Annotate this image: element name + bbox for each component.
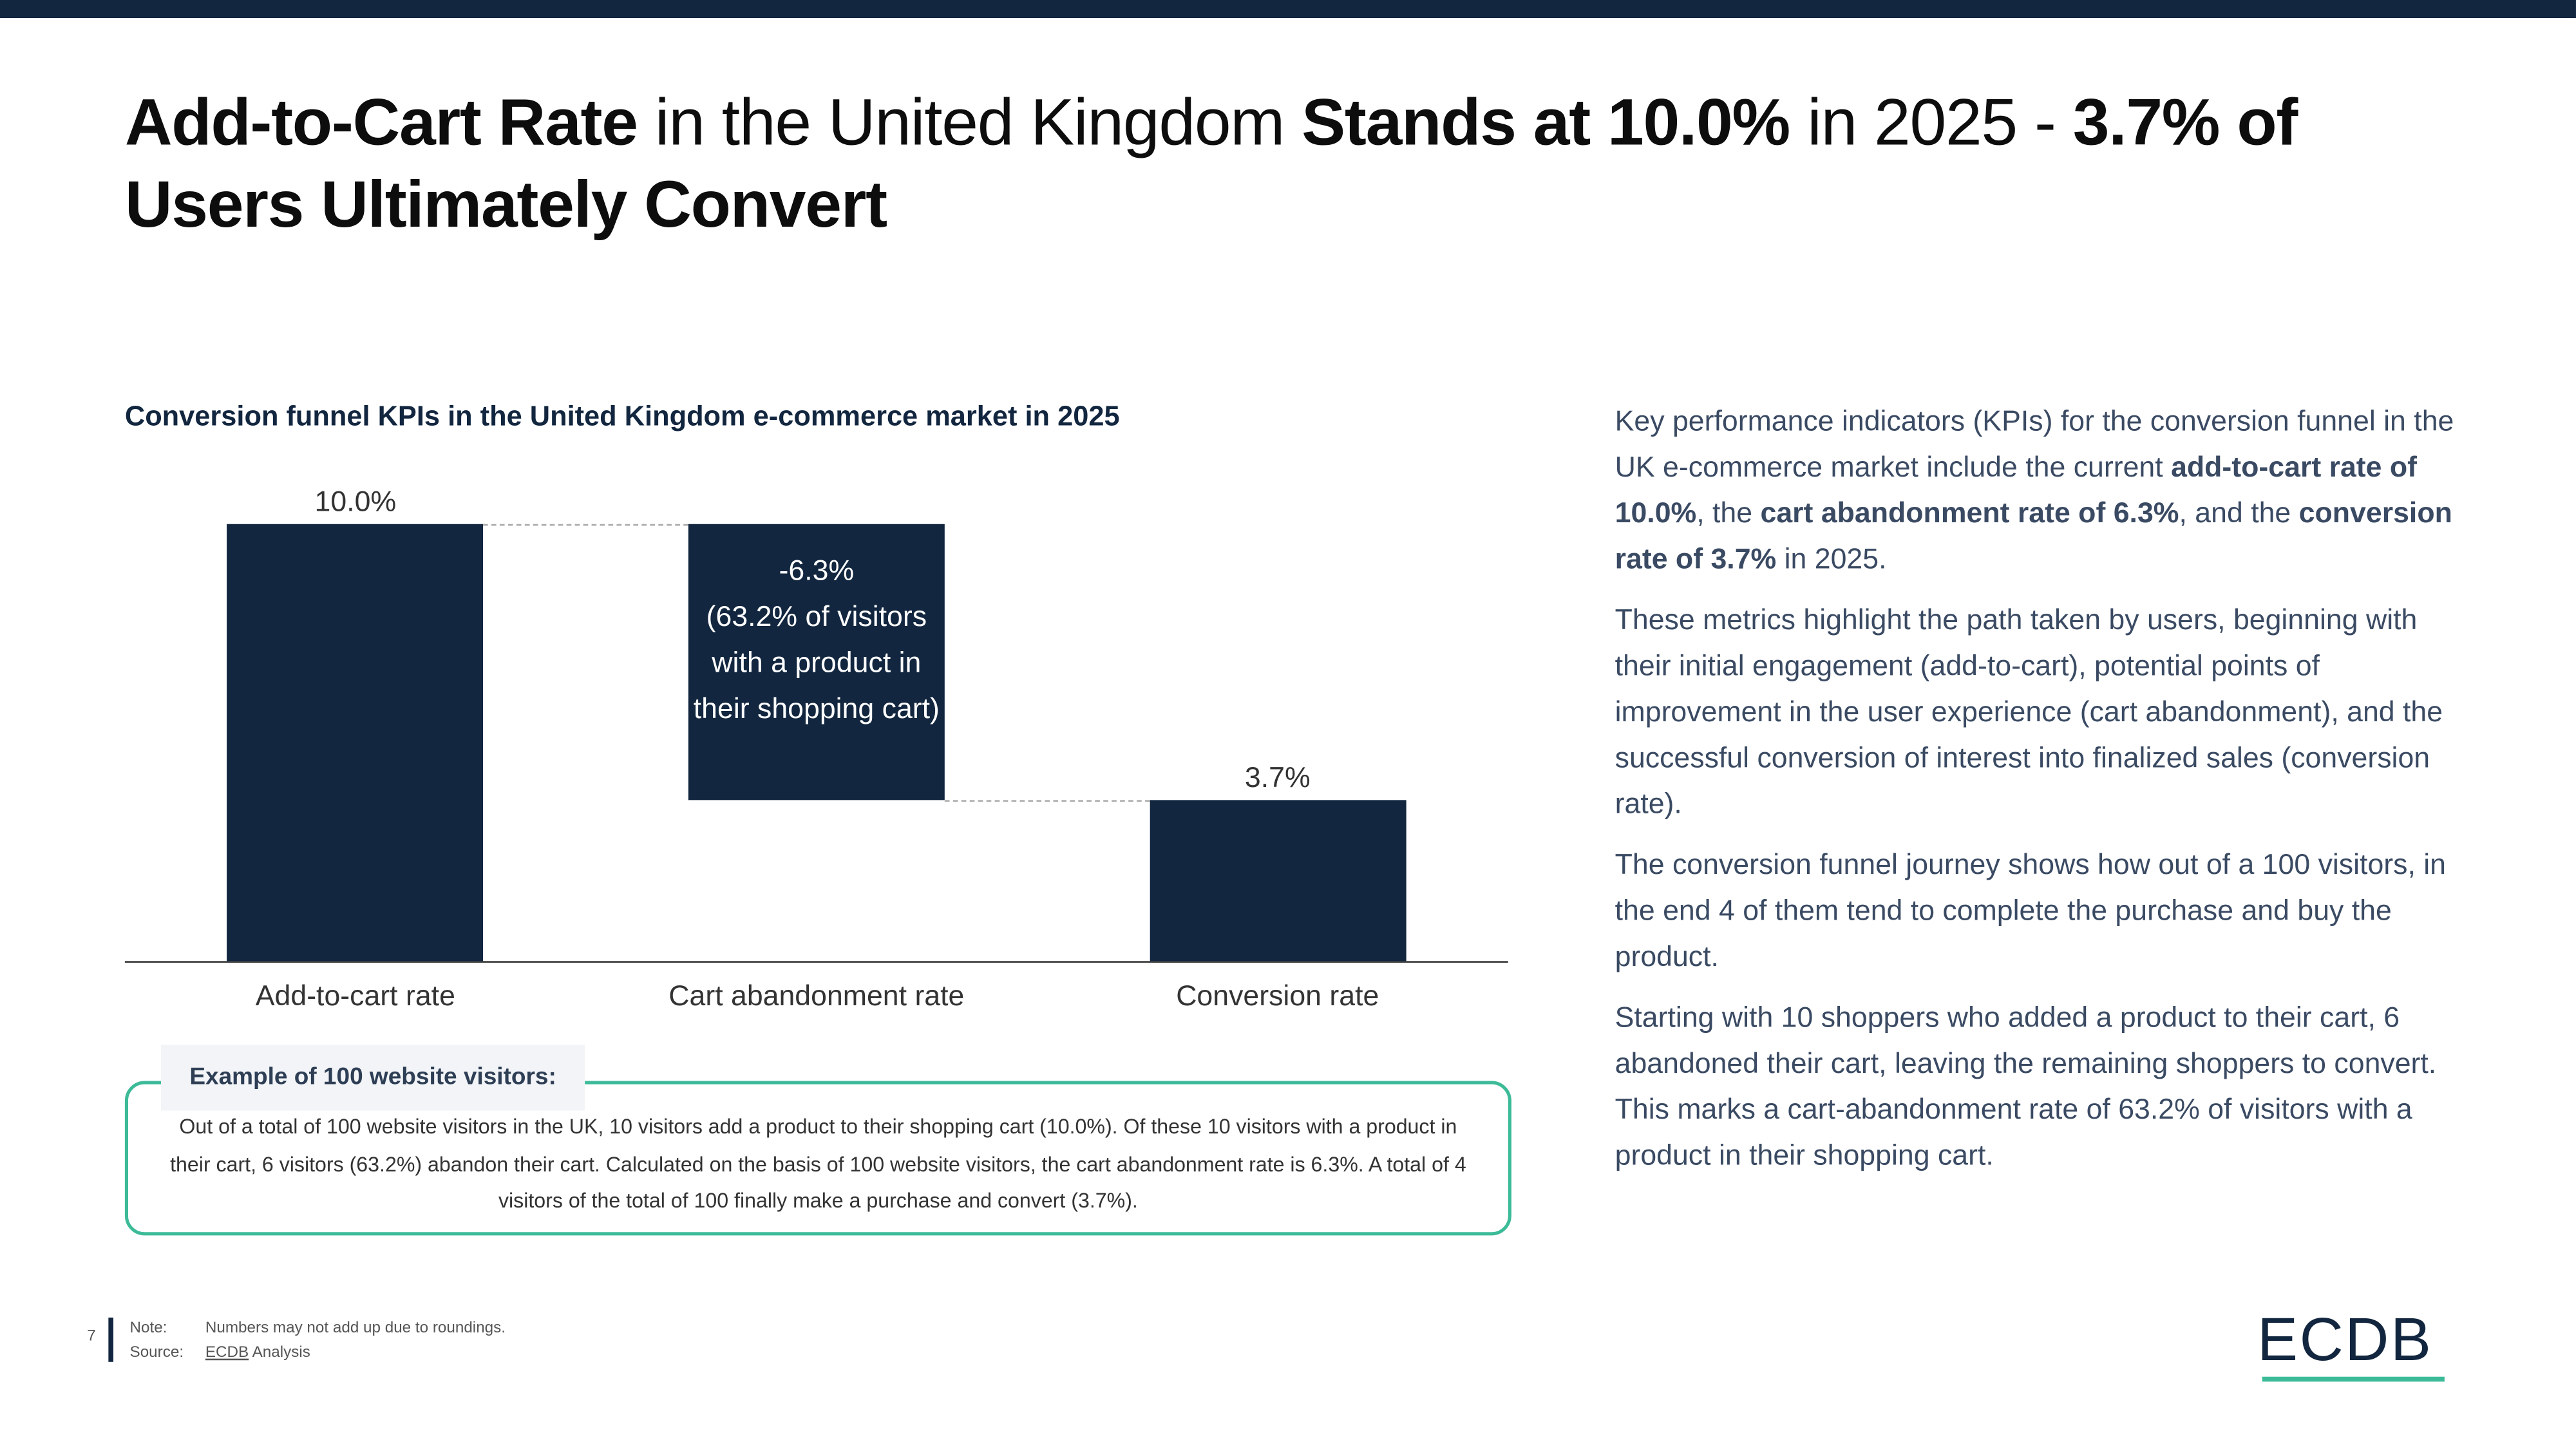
text: , the xyxy=(1696,496,1761,529)
text: in 2025. xyxy=(1776,542,1887,575)
title-part: 3.7% of Users Ultimately Convert xyxy=(124,87,2298,242)
example-text: Out of a total of 100 website visitors i… xyxy=(170,1115,1466,1213)
note: Numbers may not add up due to roundings. xyxy=(205,1319,506,1338)
paragraph: These metrics highlight the path taken b… xyxy=(1615,603,2443,820)
bar xyxy=(688,524,945,800)
title-part: Stands at 10.0% xyxy=(1302,87,1790,160)
text: add-to-cart rate of 10.0% xyxy=(1615,450,2418,529)
value-label: -6.3% xyxy=(779,553,855,587)
body-text: Key performance indicators (KPIs) for th… xyxy=(1615,397,2470,1193)
text: cart abandonment rate of 6.3% xyxy=(1760,496,2179,529)
source-link[interactable]: ECDB xyxy=(205,1343,249,1362)
title-part: in the United Kingdom xyxy=(637,87,1302,160)
source: ECDB Analysis xyxy=(205,1344,310,1362)
paragraph: Starting with 10 shoppers who added a pr… xyxy=(1615,1000,2437,1171)
x-tick-label: Conversion rate xyxy=(1176,979,1379,1012)
value-label-group: -6.3% (63.2% of visitors with a product i… xyxy=(688,547,945,731)
text: conversion rate of 3.7% xyxy=(1615,496,2452,575)
paragraph: The conversion funnel journey shows how … xyxy=(1615,848,2447,973)
x-tick-label: Add-to-cart rate xyxy=(255,979,455,1012)
value-label: 10.0% xyxy=(314,484,397,518)
text: Analysis xyxy=(249,1343,310,1362)
bar xyxy=(1149,799,1406,961)
page-number: 7 xyxy=(87,1327,96,1346)
source-label: Source: xyxy=(129,1343,184,1362)
connector xyxy=(944,799,1150,801)
axis-line xyxy=(124,961,1508,963)
logo-underline xyxy=(2262,1376,2445,1382)
x-tick-label: Cart abandonment rate xyxy=(668,979,965,1012)
title-part: Add-to-Cart Rate xyxy=(124,87,638,160)
title-part: in 2025 - xyxy=(1789,87,2073,160)
example-title: Example of 100 website visitors: xyxy=(160,1045,585,1111)
example-box xyxy=(124,1081,1511,1236)
top-bar xyxy=(0,0,2576,19)
text: , and the xyxy=(2179,496,2299,529)
annotation: (63.2% of visitors with a product in the… xyxy=(693,600,940,724)
text: Key performance indicators (KPIs) for th… xyxy=(1615,404,2454,483)
note-label: Note: xyxy=(129,1319,167,1338)
chart-title: Conversion funnel KPIs in the United Kin… xyxy=(124,401,1120,432)
bar xyxy=(227,524,484,961)
page-title: Add-to-Cart Rate in the United Kingdom S… xyxy=(125,82,2490,247)
value-label: 3.7% xyxy=(1244,760,1311,793)
footer-bar xyxy=(108,1317,114,1362)
connector xyxy=(483,524,688,526)
logo: ECDB xyxy=(2257,1306,2433,1374)
paragraph: Key performance indicators (KPIs) for th… xyxy=(1615,397,2470,582)
